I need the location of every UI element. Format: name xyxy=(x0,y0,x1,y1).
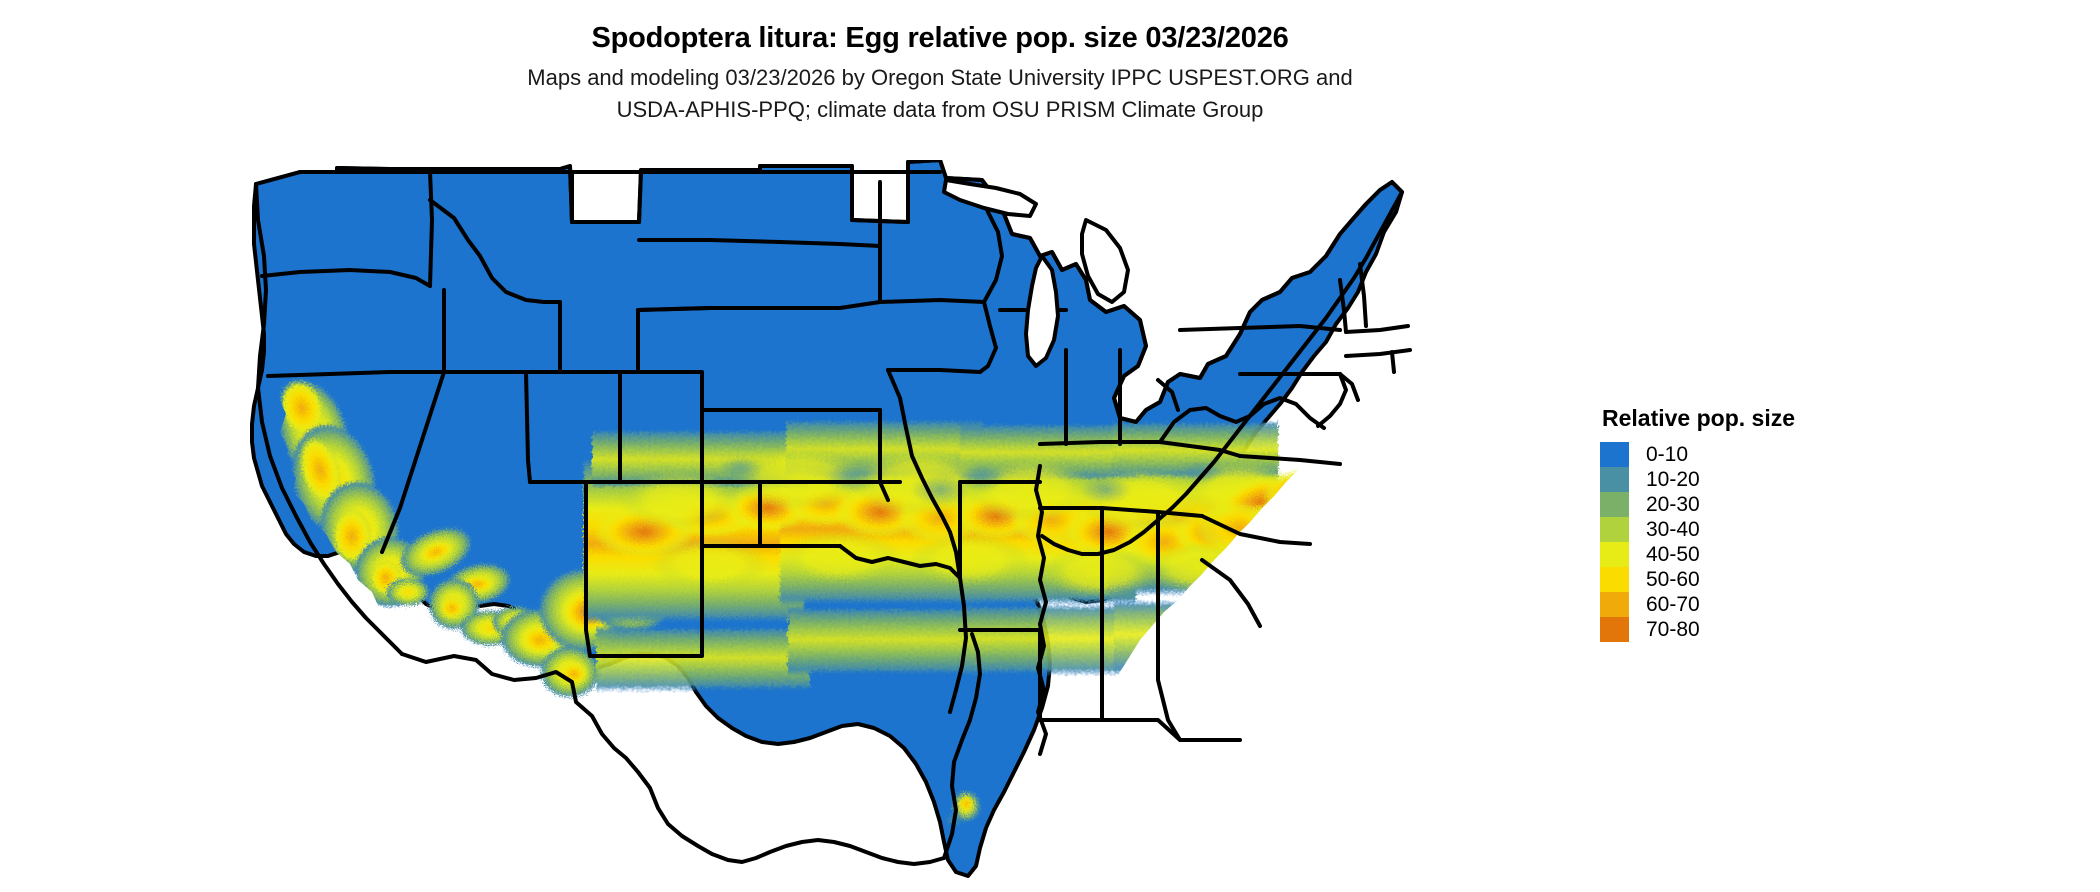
lake-huron-erie xyxy=(1080,218,1130,304)
legend-swatch-70-80 xyxy=(1600,617,1629,642)
legend-swatch-60-70 xyxy=(1600,592,1629,617)
border-ny-nj xyxy=(1338,372,1360,402)
page-title: Spodoptera litura: Egg relative pop. siz… xyxy=(591,22,1289,54)
legend-label-70-80: 70-80 xyxy=(1646,618,1700,641)
border-id-mt xyxy=(428,198,562,304)
border-ms-river xyxy=(886,368,962,580)
border-oh-wv xyxy=(1156,378,1180,412)
legend-item-10-20[interactable]: 10-20 xyxy=(1600,467,1860,492)
border-nc-sc xyxy=(1200,514,1312,546)
legend-label-10-20: 10-20 xyxy=(1646,468,1700,491)
legend-label-60-70: 60-70 xyxy=(1646,593,1700,616)
legend-label-30-40: 30-40 xyxy=(1646,518,1700,541)
border-gulf-states-fl xyxy=(1038,718,1242,742)
border-vt-nh xyxy=(1358,262,1368,328)
legend-title: Relative pop. size xyxy=(1602,405,1796,431)
border-va-nc xyxy=(1238,454,1342,466)
legend: Relative pop. size 0-10 10-20 20-30 30-40 40… xyxy=(1600,405,1860,642)
state-borders-layer xyxy=(254,160,1412,866)
region-southwest-desert xyxy=(386,527,540,646)
us-choropleth-map xyxy=(240,160,1420,880)
region-band-low-pockets xyxy=(718,456,1222,506)
border-nd-sd xyxy=(637,238,882,248)
border-al-ga xyxy=(1156,510,1182,742)
legend-item-0-10[interactable]: 0-10 xyxy=(1600,442,1860,467)
legend-item-60-70[interactable]: 60-70 xyxy=(1600,592,1860,617)
lake-superior xyxy=(942,178,1038,218)
border-ma-ct xyxy=(1344,348,1412,358)
border-ma-n xyxy=(1344,324,1410,334)
border-md-de xyxy=(1316,372,1348,428)
coast-west xyxy=(254,182,404,656)
border-ia-mo xyxy=(886,368,982,374)
border-tx-la xyxy=(948,576,968,714)
legend-swatch-40-50 xyxy=(1600,542,1629,567)
lake-michigan xyxy=(1024,254,1060,368)
border-ok-panhandle xyxy=(758,480,842,548)
border-wy-co xyxy=(618,370,704,484)
legend-swatch-10-20 xyxy=(1600,467,1629,492)
legend-item-20-30[interactable]: 20-30 xyxy=(1600,492,1860,517)
border-ky-wv xyxy=(1158,406,1252,444)
border-ct-ri xyxy=(1390,350,1396,374)
legend-label-20-30: 20-30 xyxy=(1646,493,1700,516)
legend-item-40-50[interactable]: 40-50 xyxy=(1600,542,1860,567)
page-subtitle: Maps and modeling 03/23/2026 by Oregon S… xyxy=(0,62,1880,126)
border-mexico-gulf xyxy=(400,652,946,866)
legend-item-70-80[interactable]: 70-80 xyxy=(1600,617,1860,642)
region-band-feather xyxy=(592,418,1280,692)
border-ia-mn xyxy=(878,298,986,304)
border-wa-id xyxy=(428,170,434,288)
border-ca-nv-diag xyxy=(380,370,446,554)
legend-label-0-10: 0-10 xyxy=(1646,443,1689,466)
legend-swatch-50-60 xyxy=(1600,567,1629,592)
border-mt-nd xyxy=(570,170,641,224)
border-ny-vt xyxy=(1338,278,1348,334)
border-az-nm xyxy=(584,480,592,658)
border-nm-tx xyxy=(588,480,704,658)
map-svg xyxy=(250,160,1412,878)
border-pa-n xyxy=(1178,324,1342,332)
border-tn-south xyxy=(1038,506,1204,518)
legend-label-50-60: 50-60 xyxy=(1646,568,1700,591)
region-south-florida xyxy=(944,790,981,827)
legend-swatch-0-10 xyxy=(1600,442,1629,467)
legend-swatch-20-30 xyxy=(1600,492,1629,517)
legend-label-40-50: 40-50 xyxy=(1646,543,1700,566)
border-sd-ne xyxy=(636,300,882,312)
border-wa-or xyxy=(260,268,432,288)
border-wv-va xyxy=(1248,396,1326,430)
border-ok-tx xyxy=(838,544,962,580)
subtitle-line-1: Maps and modeling 03/23/2026 by Oregon S… xyxy=(527,65,1353,90)
legend-item-30-40[interactable]: 30-40 xyxy=(1600,517,1860,542)
border-or-ca-nv xyxy=(266,370,446,378)
border-nv-ut xyxy=(524,370,532,484)
legend-item-50-60[interactable]: 50-60 xyxy=(1600,567,1860,592)
legend-items: 0-10 10-20 20-30 30-40 40-50 50-60 60-70 70-80 xyxy=(1600,442,1860,642)
border-ia-il xyxy=(978,300,998,374)
coast-florida xyxy=(942,632,982,860)
border-ga-sc xyxy=(1200,558,1262,628)
subtitle-line-2: USDA-APHIS-PPQ; climate data from OSU PR… xyxy=(616,97,1264,122)
legend-swatch-30-40 xyxy=(1600,517,1629,542)
